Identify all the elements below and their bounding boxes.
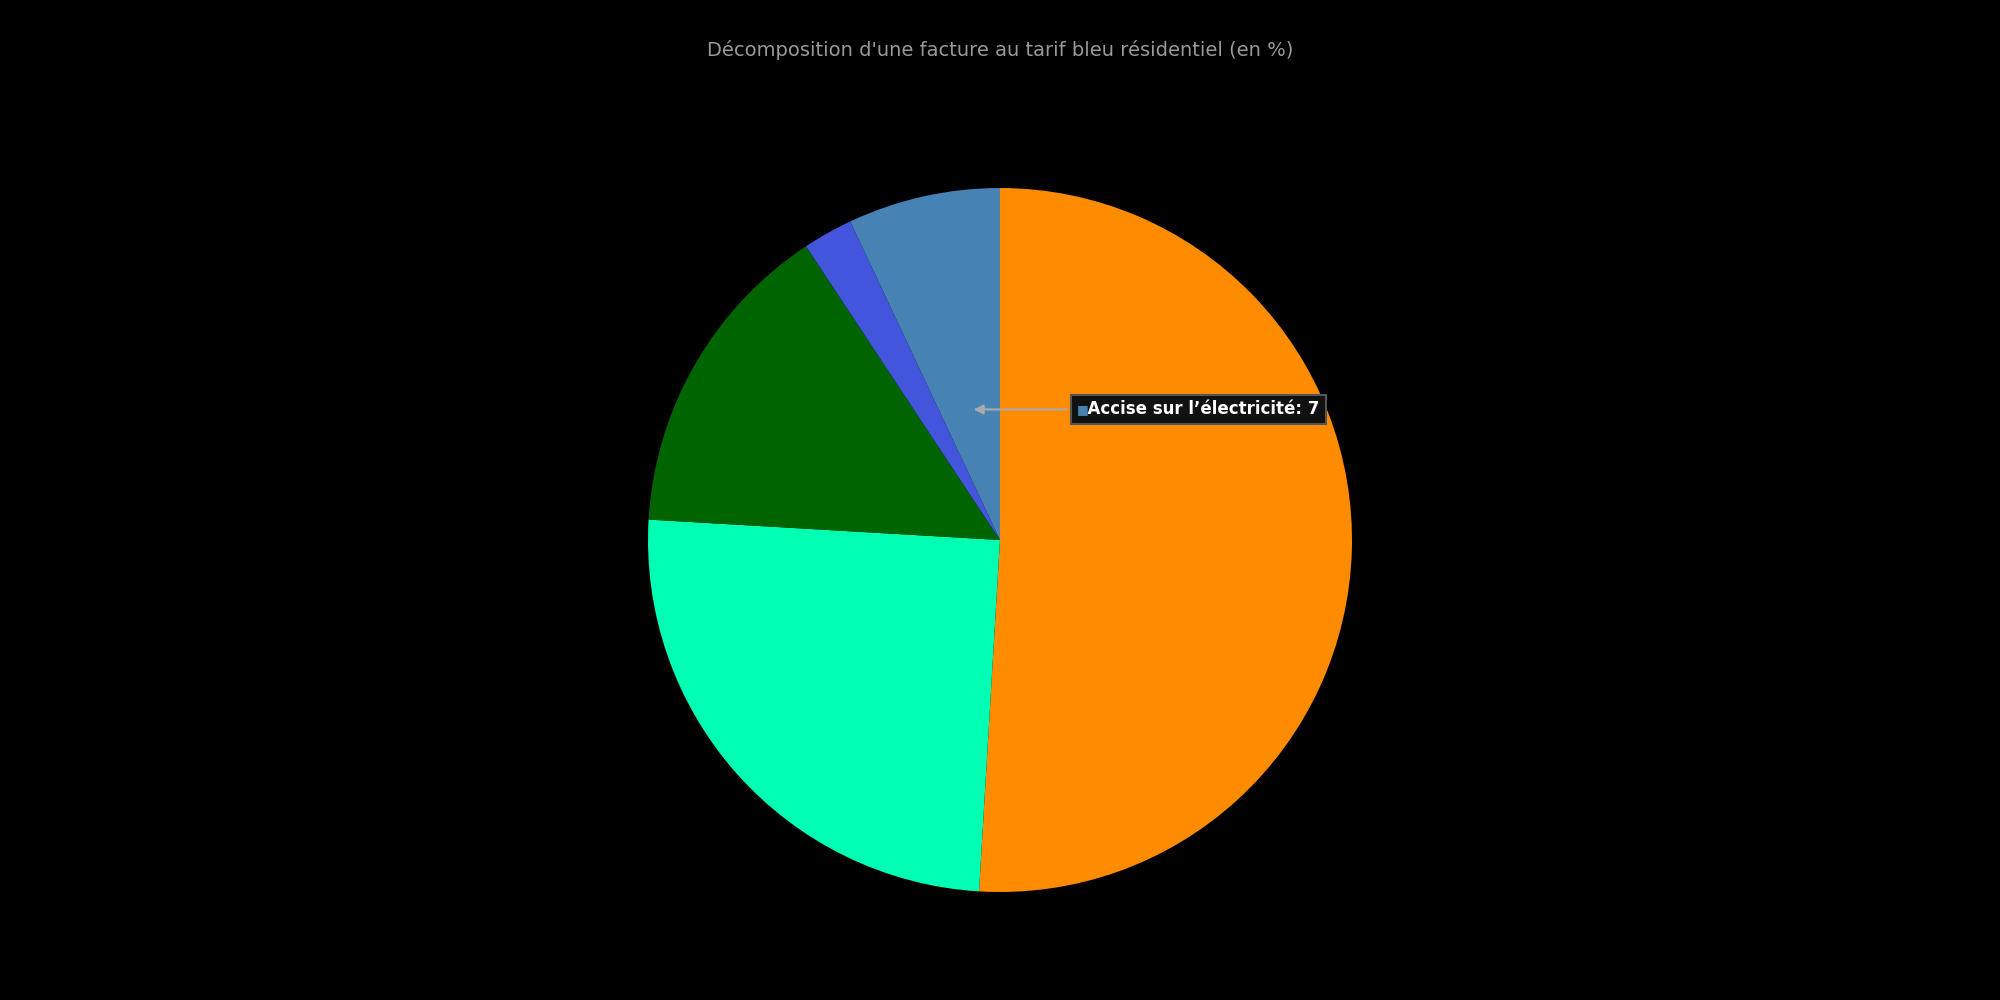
Wedge shape xyxy=(850,188,1000,540)
Wedge shape xyxy=(806,221,1000,540)
Text: Accise sur l’électricité: 7: Accise sur l’électricité: 7 xyxy=(1076,400,1320,418)
Legend: Fourniture, Réseau, TVA, CTA, Accise sur l’électricité: Fourniture, Réseau, TVA, CTA, Accise sur… xyxy=(666,0,1334,4)
Text: Décomposition d'une facture au tarif bleu résidentiel (en %): Décomposition d'une facture au tarif ble… xyxy=(706,40,1294,60)
Wedge shape xyxy=(980,188,1352,892)
Text: ■: ■ xyxy=(1078,403,1088,416)
Wedge shape xyxy=(648,520,1000,891)
Wedge shape xyxy=(648,246,1000,540)
